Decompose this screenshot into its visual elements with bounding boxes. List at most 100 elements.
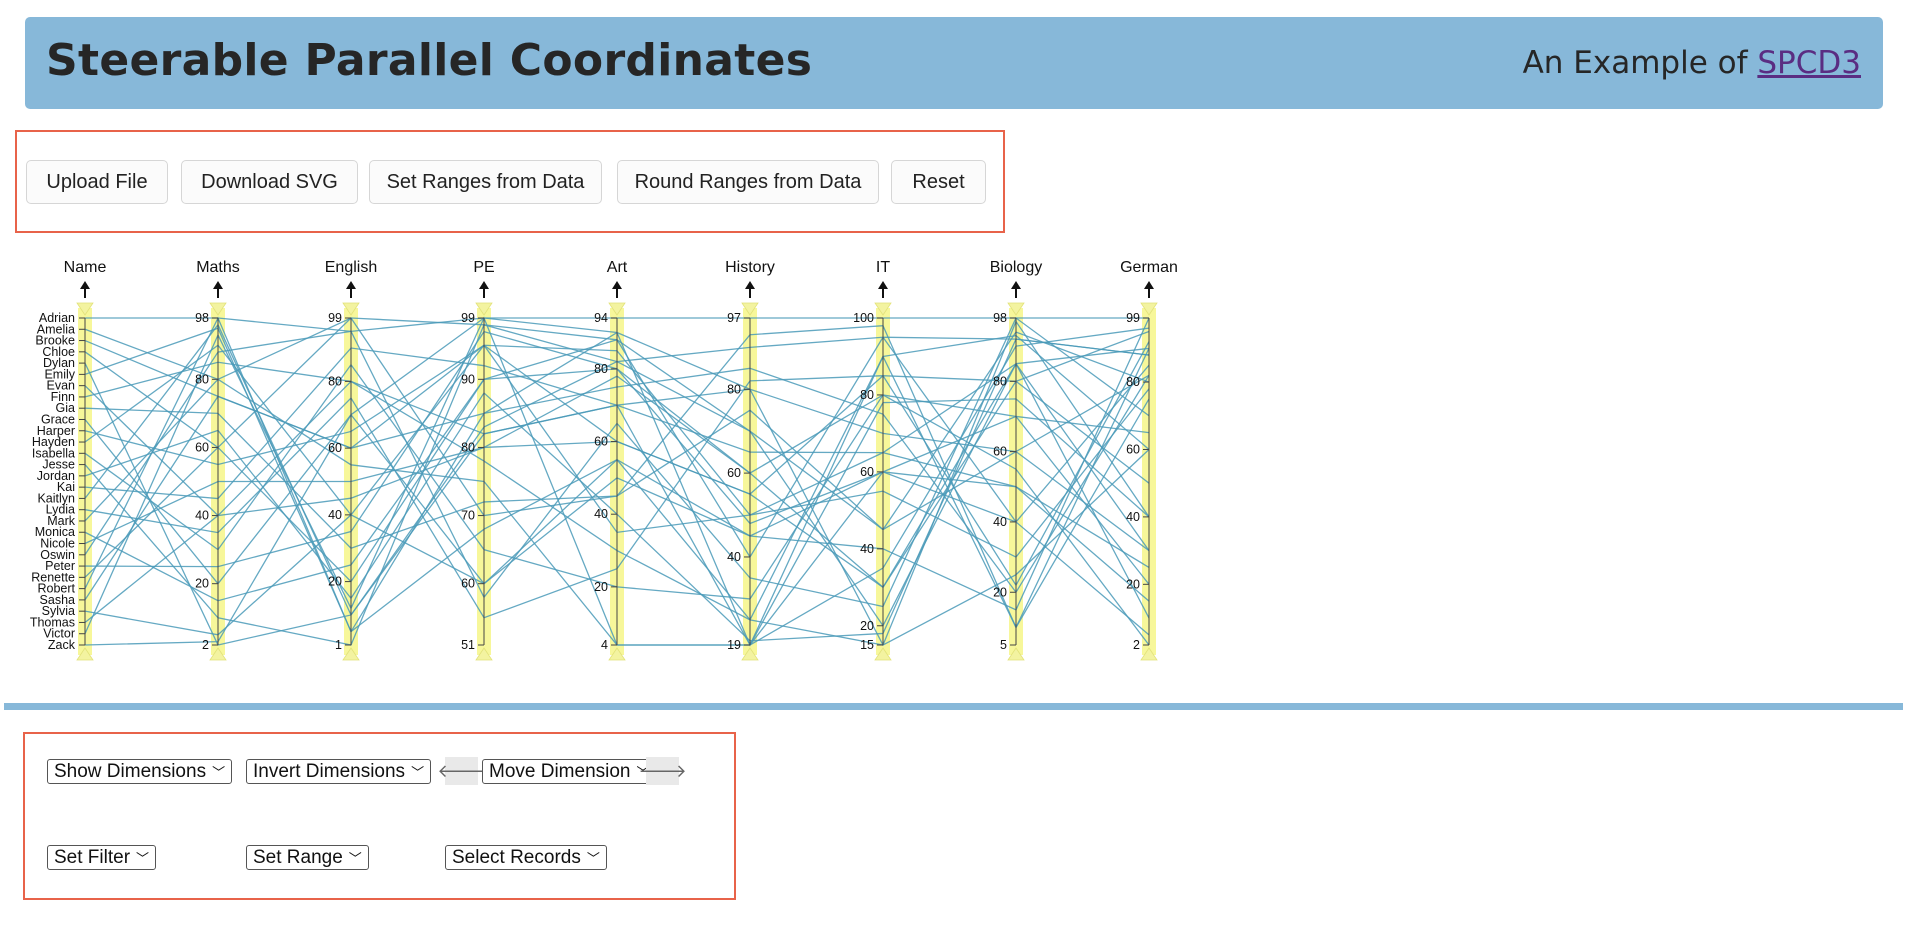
tick-label: 4 [601,638,608,652]
select-records-select[interactable]: Select Records ﹀ [445,845,607,870]
tick-label: 5 [1000,638,1007,652]
tick-label: 40 [594,507,608,521]
name-tick-oswin: Oswin [40,548,75,562]
top-handle-icon [1140,302,1158,316]
move-left-button[interactable]: 🡐 [437,757,486,785]
top-handle-icon [76,302,94,316]
axis-label-pe: PE [473,259,494,276]
tick-label: 15 [860,638,874,652]
parallel-coordinates-chart: Name Adrian Amelia Brooke Chloe Dylan Emily Eva… [0,250,1200,670]
name-tick-robert: Robert [37,582,75,596]
axis-label-english: English [325,259,377,276]
tick-label: 100 [853,311,874,325]
tick-label: 20 [195,577,209,591]
axis-label-art: Art [607,259,628,276]
tick-label: 40 [993,515,1007,529]
name-tick-grace: Grace [41,412,75,426]
name-tick-monica: Monica [35,525,75,539]
reset-button[interactable]: Reset [891,160,986,204]
bottom-handle-icon [76,647,94,661]
tick-label: 90 [461,372,475,386]
bottom-handle-icon [1140,647,1158,661]
select-records-label: Select Records [452,846,581,868]
chart-svg: Name AdrianAmeliaBrookeChloeDylanEmilyEva… [30,259,1178,661]
invert-dimensions-label: Invert Dimensions [253,760,406,782]
set-filter-label: Set Filter [54,846,131,868]
round-ranges-button[interactable]: Round Ranges from Data [617,160,879,204]
name-tick-victor: Victor [43,627,75,641]
invert-dimensions-select[interactable]: Invert Dimensions ﹀ [246,759,432,784]
tick-label: 80 [727,382,741,396]
tick-label: 80 [1126,375,1140,389]
tick-label: 40 [727,550,741,564]
tick-label: 40 [860,542,874,556]
arrow-left-icon: 🡐 [437,760,486,782]
page-title: Steerable Parallel Coordinates [46,35,813,86]
set-filter-select[interactable]: Set Filter ﹀ [47,845,157,870]
top-handle-icon [741,302,759,316]
axis-label-maths: Maths [196,259,240,276]
tick-label: 1 [335,638,342,652]
spcd3-link[interactable]: SPCD3 [1757,45,1861,81]
tick-label: 80 [461,440,475,454]
top-handle-icon [209,302,227,316]
tick-label: 99 [328,311,342,325]
arrow-up-icon [612,281,622,289]
move-right-button[interactable]: 🡒 [638,757,687,785]
move-dimension-label: Move Dimension [489,760,631,782]
tick-label: 80 [328,374,342,388]
tick-label: 20 [993,585,1007,599]
tick-label: 70 [461,509,475,523]
page-subtitle: An Example of SPCD3 [1523,45,1861,81]
top-handle-icon [342,302,360,316]
name-tick-sylvia: Sylvia [42,604,75,618]
arrow-up-icon [479,281,489,289]
name-tick-kai: Kai [57,480,75,494]
arrow-up-icon [80,281,90,289]
axis-label-biology: Biology [990,259,1042,276]
bottom-handle-icon [608,647,626,661]
top-handle-icon [475,302,493,316]
name-tick-zack: Zack [48,638,76,652]
top-handle-icon [1007,302,1025,316]
set-range-label: Set Range [253,846,343,868]
top-handle-icon [874,302,892,316]
arrow-up-icon [745,281,755,289]
arrow-up-icon [346,281,356,289]
arrow-up-icon [1144,281,1154,289]
chevron-down-icon: ﹀ [411,765,425,780]
show-dimensions-select[interactable]: Show Dimensions ﹀ [47,759,233,784]
tick-label: 60 [328,441,342,455]
chevron-down-icon: ﹀ [586,851,600,866]
tick-label: 60 [195,440,209,454]
tick-label: 2 [202,638,209,652]
arrow-up-icon [878,281,888,289]
tick-label: 97 [727,311,741,325]
name-tick-evan: Evan [47,379,76,393]
name-tick-adrian: Adrian [39,311,75,325]
tick-label: 20 [594,580,608,594]
name-tick-isabella: Isabella [32,446,75,460]
bottom-handle-icon [741,647,759,661]
bottom-handle-icon [209,647,227,661]
axis-label-german: German [1120,259,1178,276]
chevron-down-icon: ﹀ [348,851,362,866]
tick-label: 94 [594,311,608,325]
name-tick-peter: Peter [45,559,75,573]
tick-label: 20 [860,619,874,633]
tick-label: 99 [461,311,475,325]
chevron-down-icon: ﹀ [136,851,150,866]
name-tick-thomas: Thomas [30,615,75,629]
divider [4,703,1903,710]
move-dimension-select[interactable]: Move Dimension ﹀ [482,759,657,784]
tick-label: 2 [1133,638,1140,652]
set-range-select[interactable]: Set Range ﹀ [246,845,369,870]
upload-file-button[interactable]: Upload File [26,160,168,204]
name-tick-finn: Finn [51,390,75,404]
name-tick-sasha: Sasha [40,593,75,607]
download-svg-button[interactable]: Download SVG [181,160,358,204]
bottom-handle-icon [342,647,360,661]
set-ranges-button[interactable]: Set Ranges from Data [369,160,602,204]
tick-label: 98 [993,311,1007,325]
tick-label: 98 [195,311,209,325]
